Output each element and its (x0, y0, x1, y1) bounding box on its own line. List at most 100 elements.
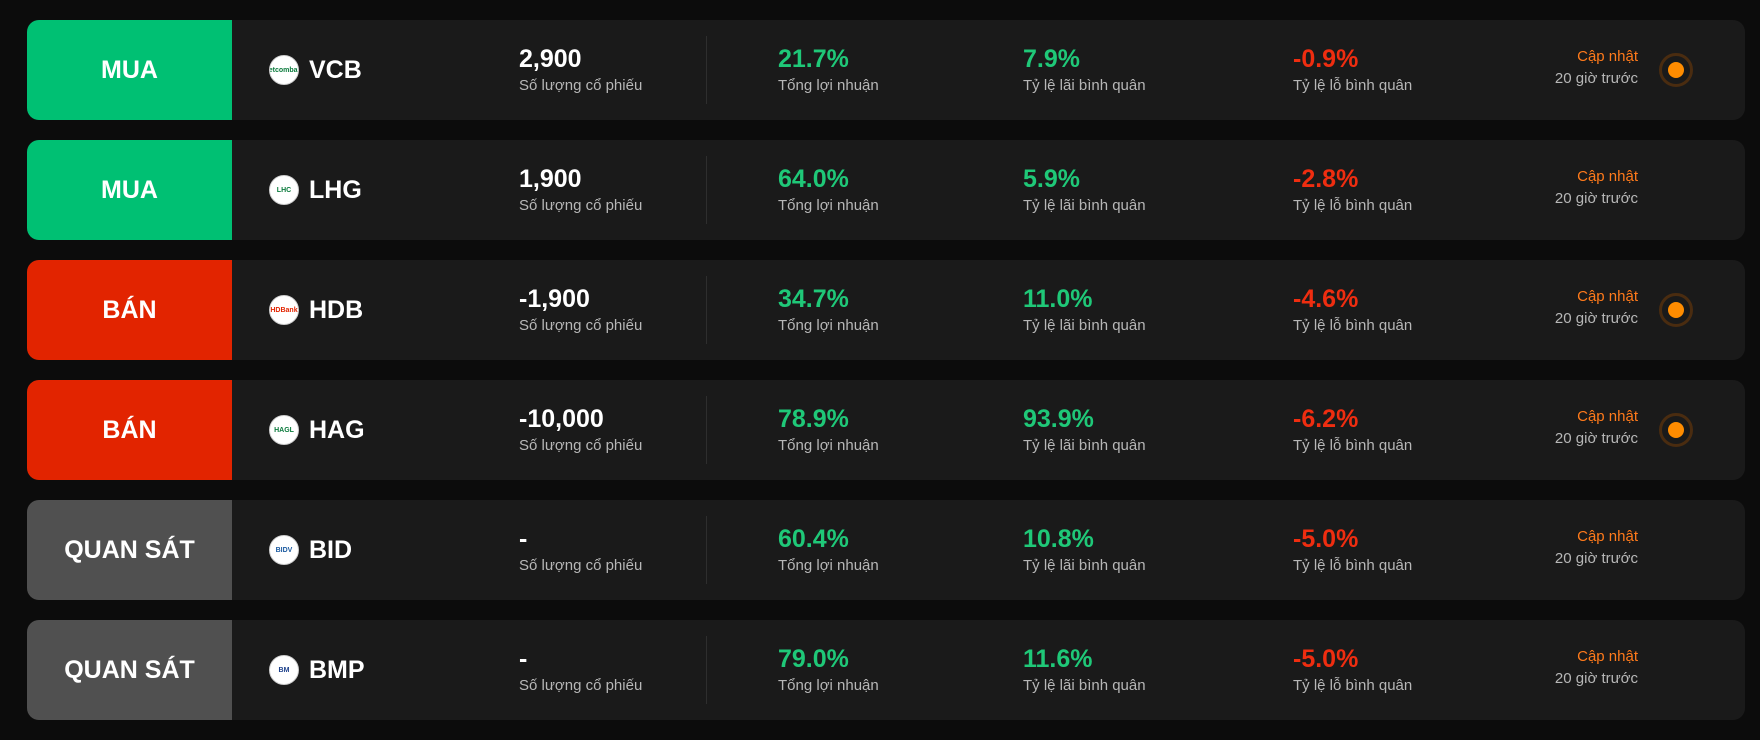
total-profit-metric: 79.0% Tổng lợi nhuận (778, 644, 879, 694)
avg-loss-label: Tỷ lệ lỗ bình quân (1293, 317, 1413, 334)
total-profit-label: Tổng lợi nhuận (778, 197, 879, 214)
avg-gain-value: 11.6% (1023, 645, 1093, 673)
signal-badge[interactable]: QUAN SÁT (27, 500, 232, 600)
avg-gain-metric: 11.0% Tỷ lệ lãi bình quân (1023, 284, 1146, 334)
stock-row[interactable]: BÁN HAGL HAG -10,000 Số lượng cổ phiếu 7… (27, 380, 1745, 480)
avg-loss-metric: -2.8% Tỷ lệ lỗ bình quân (1293, 164, 1412, 214)
updated-label: Cập nhật (1577, 528, 1638, 545)
ticker[interactable]: LHC LHG (269, 140, 362, 240)
avg-loss-label: Tỷ lệ lỗ bình quân (1293, 437, 1413, 454)
updated-label: Cập nhật (1577, 408, 1638, 425)
total-profit-value: 60.4% (778, 525, 849, 553)
signal-badge[interactable]: MUA (27, 140, 232, 240)
total-profit-metric: 34.7% Tổng lợi nhuận (778, 284, 879, 334)
signal-badge[interactable]: BÁN (27, 260, 232, 360)
updated-info: Cập nhật 20 giờ trước (1555, 46, 1638, 90)
avg-loss-metric: -6.2% Tỷ lệ lỗ bình quân (1293, 404, 1412, 454)
quantity-label: Số lượng cổ phiếu (519, 317, 643, 334)
avg-gain-metric: 7.9% Tỷ lệ lãi bình quân (1023, 44, 1146, 94)
quantity-label: Số lượng cổ phiếu (519, 557, 643, 574)
total-profit-metric: 64.0% Tổng lợi nhuận (778, 164, 879, 214)
quantity-value: - (519, 525, 528, 553)
quantity-label: Số lượng cổ phiếu (519, 437, 643, 454)
avg-gain-label: Tỷ lệ lãi bình quân (1023, 77, 1146, 94)
total-profit-label: Tổng lợi nhuận (778, 437, 879, 454)
ticker[interactable]: HAGL HAG (269, 380, 365, 480)
updated-info: Cập nhật 20 giờ trước (1555, 286, 1638, 330)
divider (706, 396, 707, 464)
avg-gain-metric: 10.8% Tỷ lệ lãi bình quân (1023, 524, 1146, 574)
avg-loss-value: -6.2% (1293, 405, 1359, 433)
status-dot-icon[interactable] (1659, 293, 1693, 327)
quantity-metric: 1,900 Số lượng cổ phiếu (519, 164, 642, 214)
avg-gain-label: Tỷ lệ lãi bình quân (1023, 557, 1146, 574)
avg-gain-value: 7.9% (1023, 45, 1080, 73)
avg-gain-label: Tỷ lệ lãi bình quân (1023, 317, 1146, 334)
quantity-value: -1,900 (519, 285, 590, 313)
avg-loss-value: -2.8% (1293, 165, 1359, 193)
signal-badge[interactable]: QUAN SÁT (27, 620, 232, 720)
quantity-metric: -10,000 Số lượng cổ phiếu (519, 404, 642, 454)
updated-label: Cập nhật (1577, 648, 1638, 665)
divider (706, 156, 707, 224)
stock-row[interactable]: BÁN HDBank HDB -1,900 Số lượng cổ phiếu … (27, 260, 1745, 360)
signal-badge[interactable]: BÁN (27, 380, 232, 480)
avg-loss-metric: -4.6% Tỷ lệ lỗ bình quân (1293, 284, 1412, 334)
ticker-code: BMP (309, 655, 365, 684)
updated-time: 20 giờ trước (1554, 430, 1638, 447)
ticker-code: BID (309, 535, 353, 564)
quantity-value: 2,900 (519, 45, 582, 73)
avg-gain-label: Tỷ lệ lãi bình quân (1023, 197, 1146, 214)
ticker-logo: HDBank (269, 295, 299, 325)
avg-gain-value: 11.0% (1023, 285, 1093, 313)
avg-loss-value: -4.6% (1293, 285, 1359, 313)
total-profit-value: 34.7% (778, 285, 849, 313)
avg-loss-metric: -5.0% Tỷ lệ lỗ bình quân (1293, 524, 1412, 574)
quantity-label: Số lượng cổ phiếu (519, 77, 643, 94)
ticker[interactable]: HDBank HDB (269, 260, 363, 360)
ticker-code: HAG (309, 415, 365, 444)
ticker-logo: BIDV (269, 535, 299, 565)
quantity-value: - (519, 645, 528, 673)
ticker[interactable]: BM BMP (269, 620, 365, 720)
total-profit-value: 64.0% (778, 165, 849, 193)
updated-info: Cập nhật 20 giờ trước (1555, 166, 1638, 210)
avg-loss-metric: -5.0% Tỷ lệ lỗ bình quân (1293, 644, 1412, 694)
total-profit-label: Tổng lợi nhuận (778, 317, 879, 334)
avg-gain-metric: 11.6% Tỷ lệ lãi bình quân (1023, 644, 1146, 694)
stock-row[interactable]: QUAN SÁT BM BMP - Số lượng cổ phiếu 79.0… (27, 620, 1745, 720)
avg-gain-label: Tỷ lệ lãi bình quân (1023, 677, 1146, 694)
avg-loss-label: Tỷ lệ lỗ bình quân (1293, 77, 1413, 94)
total-profit-label: Tổng lợi nhuận (778, 557, 879, 574)
quantity-metric: - Số lượng cổ phiếu (519, 524, 642, 574)
stock-row[interactable]: MUA Vietcombank VCB 2,900 Số lượng cổ ph… (27, 20, 1745, 120)
total-profit-value: 79.0% (778, 645, 849, 673)
quantity-value: 1,900 (519, 165, 582, 193)
total-profit-value: 78.9% (778, 405, 849, 433)
ticker-logo: BM (269, 655, 299, 685)
ticker-logo: Vietcombank (269, 55, 299, 85)
updated-label: Cập nhật (1577, 168, 1638, 185)
total-profit-label: Tổng lợi nhuận (778, 677, 879, 694)
ticker-code: VCB (309, 55, 362, 84)
avg-gain-value: 10.8% (1023, 525, 1094, 553)
stock-row[interactable]: MUA LHC LHG 1,900 Số lượng cổ phiếu 64.0… (27, 140, 1745, 240)
quantity-metric: -1,900 Số lượng cổ phiếu (519, 284, 642, 334)
stock-row[interactable]: QUAN SÁT BIDV BID - Số lượng cổ phiếu 60… (27, 500, 1745, 600)
total-profit-metric: 60.4% Tổng lợi nhuận (778, 524, 879, 574)
status-dot-icon[interactable] (1659, 413, 1693, 447)
divider (706, 36, 707, 104)
quantity-metric: - Số lượng cổ phiếu (519, 644, 642, 694)
quantity-value: -10,000 (519, 405, 604, 433)
total-profit-value: 21.7% (778, 45, 849, 73)
status-dot-icon[interactable] (1659, 53, 1693, 87)
ticker[interactable]: Vietcombank VCB (269, 20, 362, 120)
updated-info: Cập nhật 20 giờ trước (1555, 406, 1638, 450)
signal-badge[interactable]: MUA (27, 20, 232, 120)
updated-time: 20 giờ trước (1554, 310, 1638, 327)
total-profit-metric: 21.7% Tổng lợi nhuận (778, 44, 879, 94)
avg-gain-label: Tỷ lệ lãi bình quân (1023, 437, 1146, 454)
ticker[interactable]: BIDV BID (269, 500, 352, 600)
signal-list: MUA Vietcombank VCB 2,900 Số lượng cổ ph… (27, 20, 1745, 740)
avg-gain-value: 5.9% (1023, 165, 1080, 193)
